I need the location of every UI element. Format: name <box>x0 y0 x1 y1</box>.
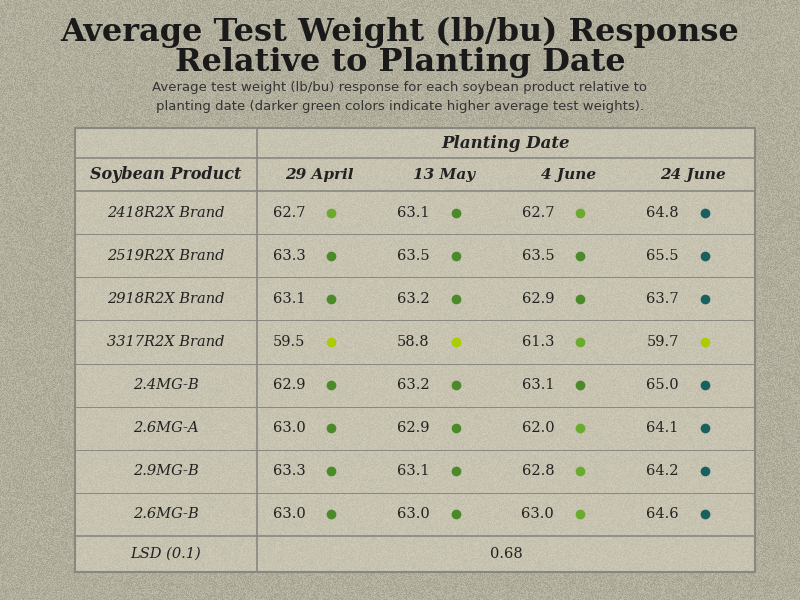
Text: 63.3: 63.3 <box>273 464 306 478</box>
Text: 63.0: 63.0 <box>522 508 554 521</box>
Text: 63.0: 63.0 <box>273 421 306 435</box>
Text: 63.5: 63.5 <box>522 248 554 263</box>
Text: LSD (0.1): LSD (0.1) <box>130 547 202 561</box>
Text: Soybean Product: Soybean Product <box>90 166 242 183</box>
Text: 58.8: 58.8 <box>397 335 430 349</box>
Text: 62.0: 62.0 <box>522 421 554 435</box>
Text: 2418R2X Brand: 2418R2X Brand <box>107 206 225 220</box>
Text: 63.2: 63.2 <box>397 292 430 306</box>
Text: 63.5: 63.5 <box>397 248 430 263</box>
Text: 63.1: 63.1 <box>398 464 430 478</box>
Text: 62.7: 62.7 <box>273 206 306 220</box>
Text: 62.9: 62.9 <box>398 421 430 435</box>
Text: 64.1: 64.1 <box>646 421 678 435</box>
Text: 59.7: 59.7 <box>646 335 678 349</box>
Text: 59.5: 59.5 <box>273 335 306 349</box>
Text: 64.8: 64.8 <box>646 206 678 220</box>
Text: 3317R2X Brand: 3317R2X Brand <box>107 335 225 349</box>
Text: 62.7: 62.7 <box>522 206 554 220</box>
Text: 65.5: 65.5 <box>646 248 678 263</box>
FancyBboxPatch shape <box>75 128 755 572</box>
Text: 63.0: 63.0 <box>273 508 306 521</box>
Text: 62.9: 62.9 <box>273 378 306 392</box>
Text: 63.0: 63.0 <box>397 508 430 521</box>
Text: 63.7: 63.7 <box>646 292 678 306</box>
Text: 61.3: 61.3 <box>522 335 554 349</box>
Text: 2.6MG-B: 2.6MG-B <box>133 508 199 521</box>
Text: 62.9: 62.9 <box>522 292 554 306</box>
Text: 63.3: 63.3 <box>273 248 306 263</box>
Text: 2.9MG-B: 2.9MG-B <box>133 464 199 478</box>
Text: Relative to Planting Date: Relative to Planting Date <box>174 46 626 77</box>
Text: 63.1: 63.1 <box>522 378 554 392</box>
Text: 2.6MG-A: 2.6MG-A <box>133 421 199 435</box>
Text: 63.1: 63.1 <box>398 206 430 220</box>
Text: 13 May: 13 May <box>413 167 475 181</box>
Text: 4 June: 4 June <box>541 167 596 181</box>
Text: Average Test Weight (lb/bu) Response: Average Test Weight (lb/bu) Response <box>61 16 739 47</box>
Text: 64.6: 64.6 <box>646 508 678 521</box>
Text: 2918R2X Brand: 2918R2X Brand <box>107 292 225 306</box>
Text: 24 June: 24 June <box>660 167 726 181</box>
Text: 0.68: 0.68 <box>490 547 522 561</box>
Text: 63.2: 63.2 <box>397 378 430 392</box>
Text: 29 April: 29 April <box>285 167 354 181</box>
Text: 63.1: 63.1 <box>273 292 306 306</box>
Text: 2.4MG-B: 2.4MG-B <box>133 378 199 392</box>
Text: 65.0: 65.0 <box>646 378 678 392</box>
Text: Average test weight (lb/bu) response for each soybean product relative to
planti: Average test weight (lb/bu) response for… <box>153 81 647 113</box>
Text: 62.8: 62.8 <box>522 464 554 478</box>
Text: Planting Date: Planting Date <box>442 134 570 151</box>
Text: 2519R2X Brand: 2519R2X Brand <box>107 248 225 263</box>
Text: 64.2: 64.2 <box>646 464 678 478</box>
